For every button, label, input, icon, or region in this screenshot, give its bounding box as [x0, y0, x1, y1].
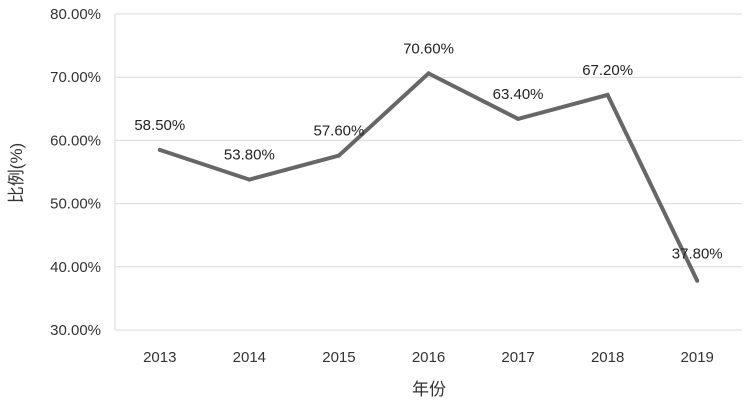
x-tick-label: 2015: [322, 349, 355, 366]
y-axis: 30.00% 40.00% 50.00% 60.00% 70.00% 80.00%: [50, 6, 116, 339]
y-axis-title: 比例(%): [7, 143, 26, 203]
x-tick-label: 2017: [501, 349, 534, 366]
x-tick-label: 2019: [681, 349, 714, 366]
x-axis-title: 年份: [412, 380, 446, 399]
data-label: 53.80%: [224, 147, 275, 164]
x-tick-label: 2016: [412, 349, 445, 366]
data-point: [516, 116, 521, 121]
data-point: [247, 177, 252, 182]
y-tick-label: 70.00%: [50, 69, 101, 86]
x-tick-label: 2018: [591, 349, 624, 366]
y-tick-label: 40.00%: [50, 259, 101, 276]
data-label: 37.80%: [672, 246, 723, 263]
x-tick-label: 2013: [143, 349, 176, 366]
data-point: [695, 278, 700, 283]
x-axis: 2013 2014 2015 2016 2017 2018 2019: [143, 349, 714, 366]
y-tick-label: 80.00%: [50, 6, 101, 23]
x-tick-label: 2014: [233, 349, 266, 366]
y-tick-label: 30.00%: [50, 322, 101, 339]
data-label: 70.60%: [403, 40, 454, 57]
data-point: [157, 147, 162, 152]
data-labels: 58.50% 53.80% 57.60% 70.60% 63.40% 67.20% 37.8…: [134, 40, 722, 262]
data-point: [426, 71, 431, 76]
data-label: 58.50%: [134, 117, 185, 134]
series-line-group: [157, 70, 700, 283]
data-point: [605, 92, 610, 97]
data-point: [336, 153, 341, 158]
series-line: [159, 70, 700, 282]
gridlines: [115, 13, 742, 331]
data-label: 57.60%: [313, 123, 364, 140]
data-label: 67.20%: [582, 62, 633, 79]
y-tick-label: 60.00%: [50, 132, 101, 149]
data-label: 63.40%: [493, 86, 544, 103]
y-tick-label: 50.00%: [50, 196, 101, 213]
